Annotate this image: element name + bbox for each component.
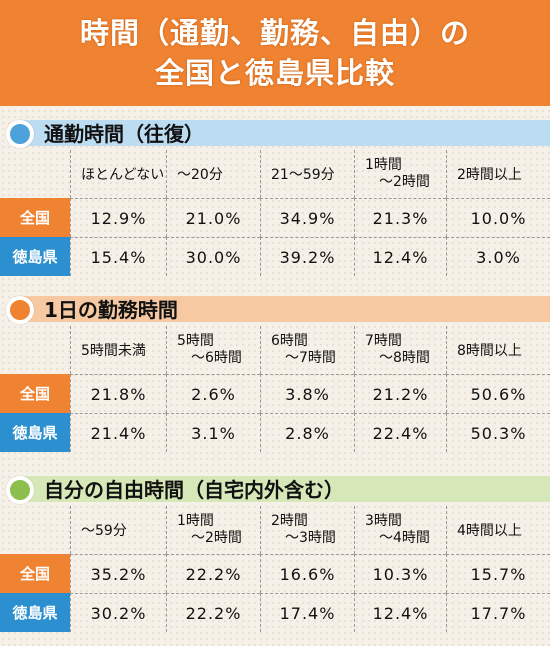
value-cell: 15.7%: [446, 554, 550, 593]
value-cell: 17.4%: [260, 593, 354, 632]
value-cell: 30.2%: [70, 593, 166, 632]
value-cell: 12.4%: [354, 237, 446, 276]
circle-bullet-icon: [6, 476, 34, 504]
value-cell: 12.4%: [354, 593, 446, 632]
column-header: ほとんどない: [70, 150, 166, 198]
circle-bullet-icon: [6, 296, 34, 324]
column-header: 8時間以上: [446, 326, 550, 374]
title-banner: 時間（通勤、勤務、自由）の 全国と徳島県比較: [0, 0, 550, 106]
value-cell: 3.1%: [166, 413, 260, 452]
free-time-section: 自分の自由時間（自宅内外含む） ～59分 1時間 ～2時間 2時間 ～3時間 3時間 ～…: [0, 472, 550, 632]
free-time-table: ～59分 1時間 ～2時間 2時間 ～3時間 3時間 ～4時間 4時間以上 全国 35.2%…: [0, 506, 550, 632]
header-blank: [0, 150, 70, 198]
column-header: ～20分: [166, 150, 260, 198]
value-cell: 10.0%: [446, 198, 550, 237]
header-row: ほとんどない ～20分 21～59分 1時間 ～2時間 2時間以上: [0, 150, 550, 198]
row-tokushima: 徳島県 30.2% 22.2% 17.4% 12.4% 17.7%: [0, 593, 550, 632]
value-cell: 3.8%: [260, 374, 354, 413]
value-cell: 21.8%: [70, 374, 166, 413]
column-header: 1時間 ～2時間: [354, 150, 446, 198]
column-header: ～59分: [70, 506, 166, 554]
value-cell: 34.9%: [260, 198, 354, 237]
value-cell: 2.8%: [260, 413, 354, 452]
value-cell: 17.7%: [446, 593, 550, 632]
column-header: 21～59分: [260, 150, 354, 198]
row-label: 全国: [0, 374, 70, 413]
row-zenkoku: 全国 35.2% 22.2% 16.6% 10.3% 15.7%: [0, 554, 550, 593]
row-label: 徳島県: [0, 413, 70, 452]
heading-bar: [22, 120, 550, 146]
value-cell: 12.9%: [70, 198, 166, 237]
work-time-table: 5時間未満 5時間 ～6時間 6時間 ～7時間 7時間 ～8時間 8時間以上 全国 21.8…: [0, 326, 550, 452]
row-tokushima: 徳島県 15.4% 30.0% 39.2% 12.4% 3.0%: [0, 237, 550, 276]
column-header: 4時間以上: [446, 506, 550, 554]
work-time-heading: 1日の勤務時間: [0, 292, 550, 324]
circle-bullet-icon: [6, 120, 34, 148]
column-header: 2時間 ～3時間: [260, 506, 354, 554]
value-cell: 39.2%: [260, 237, 354, 276]
column-header: 6時間 ～7時間: [260, 326, 354, 374]
value-cell: 16.6%: [260, 554, 354, 593]
column-header: 1時間 ～2時間: [166, 506, 260, 554]
row-label: 徳島県: [0, 593, 70, 632]
value-cell: 21.3%: [354, 198, 446, 237]
free-time-heading: 自分の自由時間（自宅内外含む）: [0, 472, 550, 504]
value-cell: 22.2%: [166, 554, 260, 593]
header-row: 5時間未満 5時間 ～6時間 6時間 ～7時間 7時間 ～8時間 8時間以上: [0, 326, 550, 374]
value-cell: 3.0%: [446, 237, 550, 276]
value-cell: 21.4%: [70, 413, 166, 452]
heading-bar: [22, 476, 550, 502]
value-cell: 22.4%: [354, 413, 446, 452]
title-line-2: 全国と徳島県比較: [154, 56, 395, 90]
column-header: 3時間 ～4時間: [354, 506, 446, 554]
value-cell: 21.2%: [354, 374, 446, 413]
commute-time-heading: 通勤時間（往復）: [0, 116, 550, 148]
value-cell: 15.4%: [70, 237, 166, 276]
value-cell: 10.3%: [354, 554, 446, 593]
column-header: 5時間未満: [70, 326, 166, 374]
value-cell: 22.2%: [166, 593, 260, 632]
header-blank: [0, 326, 70, 374]
value-cell: 35.2%: [70, 554, 166, 593]
value-cell: 30.0%: [166, 237, 260, 276]
row-label: 全国: [0, 554, 70, 593]
section-heading-label: 自分の自由時間（自宅内外含む）: [44, 477, 344, 502]
row-label: 全国: [0, 198, 70, 237]
column-header: 7時間 ～8時間: [354, 326, 446, 374]
column-header: 2時間以上: [446, 150, 550, 198]
commute-time-table: ほとんどない ～20分 21～59分 1時間 ～2時間 2時間以上 全国 12.9% 21.0…: [0, 150, 550, 276]
value-cell: 21.0%: [166, 198, 260, 237]
commute-time-section: 通勤時間（往復） ほとんどない ～20分 21～59分 1時間 ～2時間 2時間以上 全国 1…: [0, 116, 550, 276]
value-cell: 50.6%: [446, 374, 550, 413]
column-header: 5時間 ～6時間: [166, 326, 260, 374]
header-blank: [0, 506, 70, 554]
section-heading-label: 通勤時間（往復）: [44, 121, 204, 146]
row-tokushima: 徳島県 21.4% 3.1% 2.8% 22.4% 50.3%: [0, 413, 550, 452]
title-line-1: 時間（通勤、勤務、自由）の: [79, 16, 470, 50]
heading-bar: [22, 296, 550, 322]
row-label: 徳島県: [0, 237, 70, 276]
value-cell: 50.3%: [446, 413, 550, 452]
header-row: ～59分 1時間 ～2時間 2時間 ～3時間 3時間 ～4時間 4時間以上: [0, 506, 550, 554]
row-zenkoku: 全国 12.9% 21.0% 34.9% 21.3% 10.0%: [0, 198, 550, 237]
value-cell: 2.6%: [166, 374, 260, 413]
work-time-section: 1日の勤務時間 5時間未満 5時間 ～6時間 6時間 ～7時間 7時間 ～8時間 8時間以…: [0, 292, 550, 452]
row-zenkoku: 全国 21.8% 2.6% 3.8% 21.2% 50.6%: [0, 374, 550, 413]
section-heading-label: 1日の勤務時間: [44, 297, 178, 322]
